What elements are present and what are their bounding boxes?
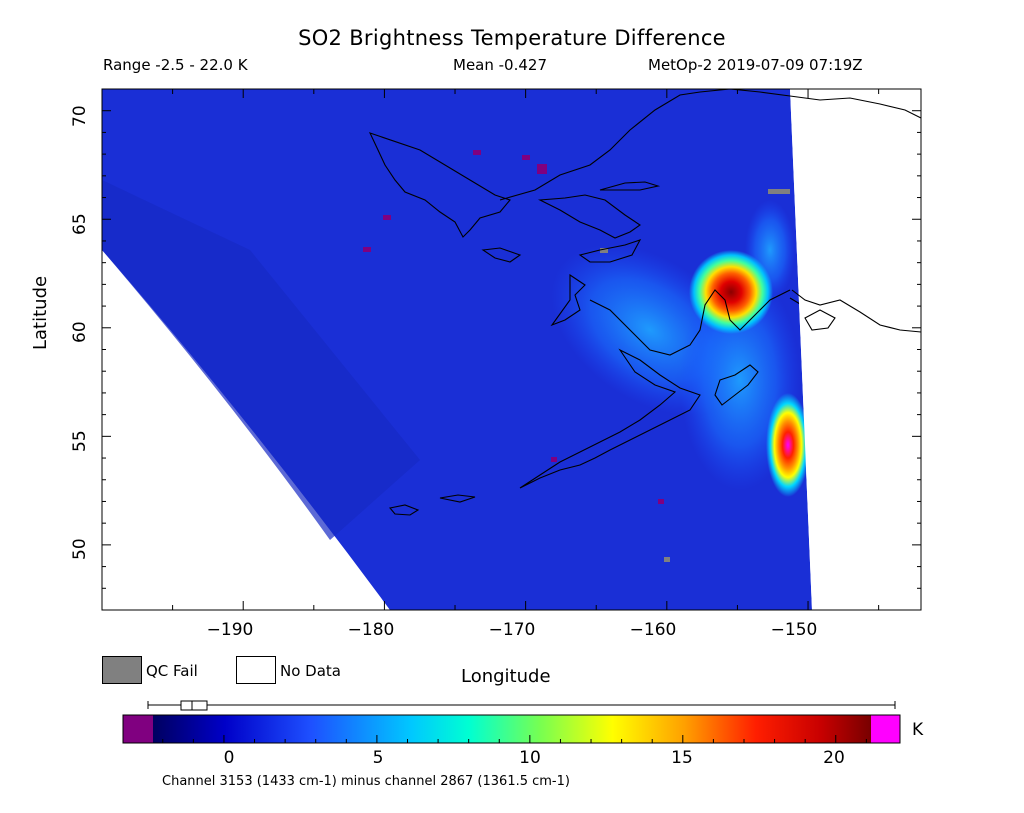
- coastlines-no-data: [789, 95, 921, 333]
- qc-fail-pixel: [768, 189, 790, 194]
- colorbar-over-swatch: [871, 715, 900, 743]
- colorbar-tick-label: 0: [223, 748, 235, 768]
- lon-tick-label: −190: [206, 620, 254, 640]
- lon-tick-label: −160: [629, 620, 677, 640]
- colorbar-tick-marks: [162, 735, 867, 743]
- below-range-pixel: [537, 164, 547, 174]
- colorbar-tick-label: 15: [671, 748, 693, 768]
- below-range-pixel: [522, 155, 530, 160]
- chart-title: SO2 Brightness Temperature Difference: [298, 26, 726, 50]
- distribution-box-plot: [147, 700, 896, 711]
- qc-fail-pixel: [600, 248, 608, 253]
- longitude-axis-label: Longitude: [461, 666, 551, 687]
- lat-tick-label: 50: [70, 538, 90, 560]
- lat-tick-label: 55: [70, 430, 90, 452]
- below-range-pixel: [551, 457, 557, 462]
- below-range-pixel: [383, 215, 391, 220]
- below-range-pixel: [658, 499, 664, 504]
- range-label: Range -2.5 - 22.0 K: [103, 56, 248, 74]
- colorbar-gradient: [153, 715, 871, 743]
- no-data-region: [790, 89, 921, 610]
- satellite-time-label: MetOp-2 2019-07-09 07:19Z: [648, 56, 863, 74]
- so2-plume-gulf-edge: [766, 393, 810, 497]
- lat-tick-label: 70: [70, 105, 90, 127]
- lon-tick-label: −170: [488, 620, 536, 640]
- colorbar-tick-label: 5: [372, 748, 384, 768]
- lon-tick-label: −180: [347, 620, 395, 640]
- mean-label: Mean -0.427: [453, 56, 547, 74]
- lat-tick-label: 60: [70, 321, 90, 343]
- no-data-swatch: [236, 656, 276, 684]
- lon-tick-label: −150: [770, 620, 818, 640]
- qc-fail-swatch: [102, 656, 142, 684]
- qc-fail-pixel: [664, 557, 670, 562]
- lat-tick-label: 65: [70, 213, 90, 235]
- colorbar-unit: K: [912, 720, 924, 740]
- below-range-pixel: [473, 150, 481, 155]
- so2-plume-cook-inlet: [689, 250, 773, 334]
- swath-data-region: [102, 89, 812, 610]
- colorbar-under-swatch: [123, 715, 153, 743]
- below-range-pixel: [363, 247, 371, 252]
- qc-fail-label: QC Fail: [146, 662, 198, 680]
- channel-footnote: Channel 3153 (1433 cm-1) minus channel 2…: [162, 774, 570, 789]
- map-plot-area: [102, 89, 921, 610]
- latitude-axis-label: Latitude: [30, 275, 51, 350]
- swath-shading: [102, 180, 420, 540]
- longitude-tick-marks: [172, 89, 880, 610]
- colorbar-tick-label: 20: [823, 748, 845, 768]
- latitude-tick-marks: [102, 110, 921, 589]
- colorbar-frame: [122, 714, 901, 744]
- no-data-label: No Data: [280, 662, 341, 680]
- colorbar-tick-label: 10: [519, 748, 541, 768]
